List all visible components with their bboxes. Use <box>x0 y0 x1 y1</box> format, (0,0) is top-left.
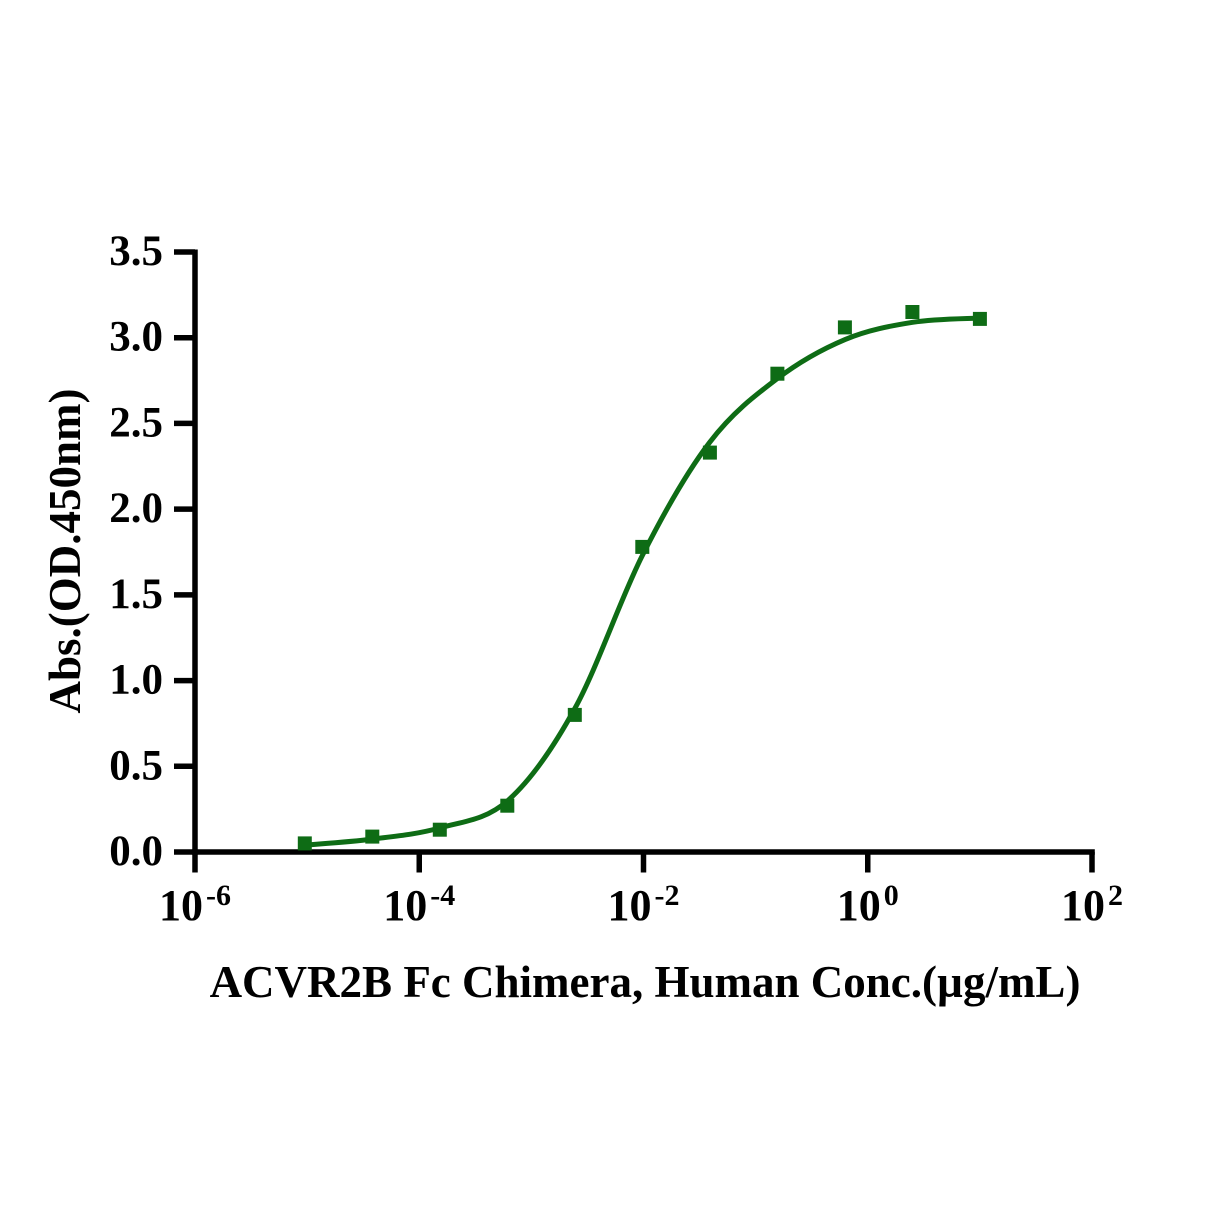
data-point-square <box>702 445 717 460</box>
y-tick-label: 1.5 <box>109 571 163 618</box>
data-point-square <box>972 311 987 326</box>
x-tick-label: 10 2 <box>1061 879 1123 930</box>
x-axis-title: ACVR2B Fc Chimera, Human Conc.(µg/mL) <box>210 957 1081 1007</box>
data-point-square <box>770 366 785 381</box>
x-tick-label: 10 -2 <box>608 879 680 930</box>
x-tick-label: 10 0 <box>837 879 899 930</box>
y-tick-label: 3.5 <box>109 228 163 275</box>
data-points <box>297 305 987 851</box>
x-tick-label: 10 -6 <box>159 879 231 930</box>
data-point-square <box>500 798 515 813</box>
data-point-square <box>297 836 312 851</box>
y-tick-label: 3.0 <box>109 314 163 361</box>
x-ticks <box>192 852 1095 873</box>
y-tick-label: 1.0 <box>109 657 163 704</box>
data-point-square <box>905 305 920 319</box>
y-tick-label: 0.0 <box>109 828 163 875</box>
data-point-square <box>432 822 447 837</box>
y-tick-label: 0.5 <box>109 742 163 789</box>
data-point-square <box>567 707 582 722</box>
y-tick-label: 2.5 <box>109 399 163 446</box>
data-point-square <box>837 320 852 335</box>
data-point-square <box>365 829 380 844</box>
y-ticks <box>174 249 195 855</box>
y-tick-labels: 0.0 0.5 1.0 1.5 2.0 2.5 3.0 3.5 <box>109 228 163 875</box>
y-axis-title: Abs.(OD.450nm) <box>40 388 90 713</box>
fit-curve-path <box>302 315 983 848</box>
x-tick-label: 10 -4 <box>383 879 455 930</box>
y-tick-label: 2.0 <box>109 485 163 532</box>
data-point-square <box>635 539 650 554</box>
x-tick-labels: 10 -6 10 -4 10 -2 10 0 10 2 <box>159 879 1123 930</box>
